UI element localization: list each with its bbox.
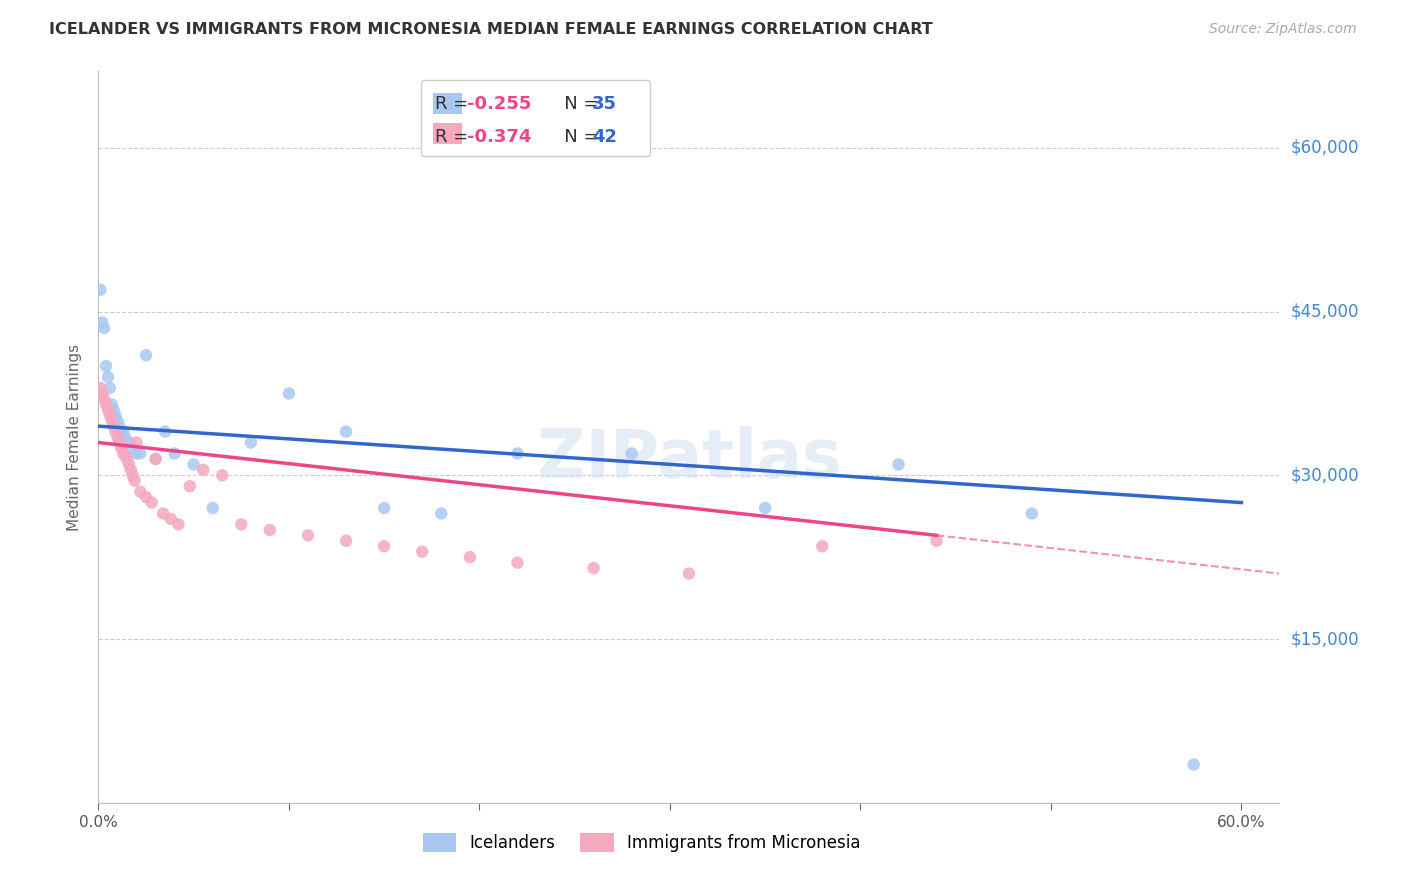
Text: 42: 42 (592, 128, 617, 146)
Point (135, 490, 157, 504)
Point (98, 381, 121, 395)
Point (145, 451, 167, 466)
Point (430, 507, 453, 521)
Point (114, 449, 136, 463)
Point (112, 446, 135, 460)
Point (129, 446, 152, 460)
Point (98, 409, 121, 423)
Point (107, 414, 129, 428)
Point (118, 458, 141, 472)
Point (620, 446, 643, 460)
Point (183, 458, 205, 472)
Point (110, 425, 132, 439)
Point (211, 468, 233, 483)
Point (335, 425, 357, 439)
Point (1182, 757, 1205, 772)
Point (104, 425, 127, 439)
Point (115, 451, 138, 466)
Text: $45,000: $45,000 (1291, 302, 1360, 320)
Point (124, 474, 146, 488)
Point (411, 545, 433, 559)
Point (108, 419, 131, 434)
Point (925, 533, 948, 548)
Text: N =: N = (547, 128, 605, 146)
Point (91, 386, 114, 401)
Point (104, 409, 127, 423)
Point (163, 446, 186, 460)
Legend: Icelanders, Immigrants from Micronesia: Icelanders, Immigrants from Micronesia (415, 824, 869, 860)
Point (100, 414, 122, 428)
Point (458, 550, 481, 565)
Point (97, 370, 120, 384)
Point (335, 533, 357, 548)
Text: $30,000: $30,000 (1291, 467, 1360, 484)
Point (89, 283, 111, 297)
Point (811, 539, 834, 553)
Text: ICELANDER VS IMMIGRANTS FROM MICRONESIA MEDIAN FEMALE EARNINGS CORRELATION CHART: ICELANDER VS IMMIGRANTS FROM MICRONESIA … (49, 22, 934, 37)
Point (100, 397, 122, 411)
Point (89, 381, 111, 395)
Text: R =: R = (434, 128, 474, 146)
Point (201, 501, 224, 516)
Point (153, 425, 176, 439)
Point (103, 402, 125, 417)
Point (231, 517, 253, 532)
Text: N =: N = (547, 95, 605, 113)
Text: -0.255: -0.255 (467, 95, 531, 113)
Point (678, 566, 700, 581)
Point (120, 463, 142, 477)
Point (118, 435, 141, 450)
Point (110, 441, 132, 455)
Point (297, 528, 319, 542)
Point (121, 441, 143, 455)
Point (1021, 507, 1043, 521)
Point (125, 446, 148, 460)
Point (239, 435, 262, 450)
Point (159, 512, 181, 526)
Point (114, 430, 136, 444)
Point (141, 495, 163, 509)
Point (193, 463, 215, 477)
Text: $15,000: $15,000 (1291, 630, 1360, 648)
Point (97, 402, 120, 417)
Point (167, 517, 190, 532)
Point (91, 315, 114, 329)
Point (94, 359, 117, 373)
Point (754, 501, 776, 516)
Point (373, 501, 395, 516)
Point (135, 348, 157, 362)
Text: ZIPatlas: ZIPatlas (537, 426, 841, 492)
Point (93, 392, 115, 406)
Text: Source: ZipAtlas.com: Source: ZipAtlas.com (1209, 22, 1357, 37)
Point (179, 479, 201, 493)
Point (506, 446, 529, 460)
Point (152, 507, 174, 521)
Y-axis label: Median Female Earnings: Median Female Earnings (67, 343, 83, 531)
Text: 35: 35 (592, 95, 617, 113)
Point (887, 458, 910, 472)
Point (373, 539, 395, 553)
Text: $60,000: $60,000 (1291, 139, 1360, 157)
Point (112, 425, 135, 439)
Point (277, 386, 299, 401)
Point (107, 430, 129, 444)
Point (121, 468, 143, 483)
Point (103, 419, 125, 434)
Point (94, 397, 117, 411)
Text: R =: R = (434, 95, 474, 113)
Point (145, 451, 167, 466)
Text: -0.374: -0.374 (467, 128, 531, 146)
Point (129, 484, 152, 499)
Point (108, 435, 131, 450)
Point (582, 561, 605, 575)
Point (259, 523, 281, 537)
Point (506, 556, 529, 570)
Point (125, 435, 148, 450)
Point (93, 321, 115, 335)
